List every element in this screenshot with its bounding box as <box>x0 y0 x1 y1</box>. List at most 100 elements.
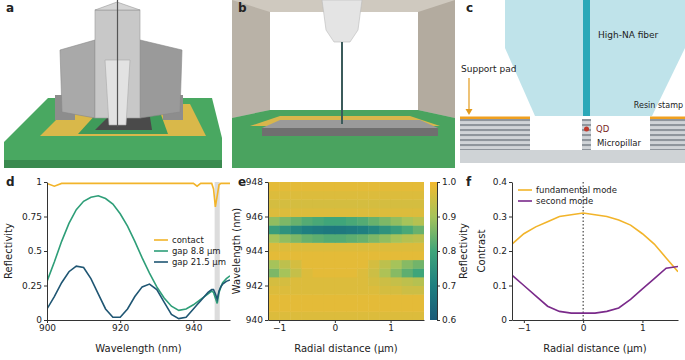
y-axis: 00.10.20.30.4 <box>493 177 513 325</box>
heatmap-cell <box>346 268 358 277</box>
plot-area <box>47 182 230 320</box>
axis-line <box>47 183 48 321</box>
y-axis: 00.250.50.751 <box>22 177 48 325</box>
heatmap-cell <box>346 251 358 260</box>
mirror-layer <box>460 149 530 150</box>
heatmap-cell <box>279 234 291 243</box>
heatmap-cell <box>413 217 424 226</box>
fiber-core <box>583 0 590 116</box>
heatmap-cell <box>368 234 380 243</box>
heatmap-cell <box>290 303 302 312</box>
heatmap-cell <box>301 303 313 312</box>
support-pad <box>650 117 685 120</box>
mirror-layer <box>650 147 685 150</box>
heatmap-cell <box>379 191 391 200</box>
tick-label: 0.3 <box>493 212 507 222</box>
tick-label: 0 <box>581 323 587 333</box>
tick: 0.9 <box>437 212 457 222</box>
heatmap-cell <box>335 225 347 234</box>
heatmap-cell <box>357 251 369 260</box>
heatmap-cell <box>368 225 380 234</box>
x-axis: −101 <box>269 320 425 333</box>
legend-label: second mode <box>536 196 593 206</box>
heatmap-cell <box>324 277 336 286</box>
y-axis-title: Reflectivity <box>3 223 14 279</box>
render-a <box>4 0 222 168</box>
heatmap-cell <box>346 199 358 208</box>
heatmap-cell <box>391 242 403 251</box>
tick-label: 948 <box>246 177 263 187</box>
x-axis-title: Radial distance (μm) <box>294 343 398 354</box>
heatmap-cell <box>413 234 424 243</box>
heatmap-cell <box>379 217 391 226</box>
heatmap-cell <box>335 260 347 269</box>
heatmap-cell <box>301 268 313 277</box>
axis-line <box>268 183 269 321</box>
heatmap-cell <box>402 268 414 277</box>
series-line <box>512 267 678 314</box>
heatmap-cell <box>313 268 325 277</box>
heatmap-cell <box>313 234 325 243</box>
heatmap-cell <box>402 225 414 234</box>
mirror-layer <box>460 127 530 130</box>
heatmap-cell <box>268 191 280 200</box>
figure-svg: High-NA fiberSupport padResin stampQDMic… <box>0 0 685 360</box>
support-pad-label: Support pad <box>461 64 516 74</box>
resin-stamp-label: Resin stamp <box>634 101 683 110</box>
heatmap-cell <box>279 208 291 217</box>
heatmap-cell <box>368 191 380 200</box>
tick: 0 <box>36 315 47 325</box>
heatmap-cell <box>268 277 280 286</box>
heatmap-cell <box>301 208 313 217</box>
tick-label: 0.4 <box>493 177 508 187</box>
heatmap-cell <box>313 217 325 226</box>
tick-label: 0.1 <box>493 281 507 291</box>
mirror-layer <box>650 124 685 127</box>
heatmap-cell <box>290 242 302 251</box>
mirror-layer <box>582 122 591 125</box>
heatmap-cell <box>301 277 313 286</box>
legend-swatch <box>154 250 168 252</box>
heatmap-cell <box>313 260 325 269</box>
panel-letter: e <box>238 175 246 189</box>
tick-label: 0 <box>36 315 42 325</box>
heatmap-cell <box>402 182 414 191</box>
legend-label: gap 21.5 μm <box>172 257 226 267</box>
mirror-layer <box>650 129 685 132</box>
heatmap-cell <box>368 268 380 277</box>
legend-swatch <box>518 200 532 202</box>
mirror-layer <box>650 149 685 150</box>
heatmap-cell <box>379 251 391 260</box>
heatmap-cell <box>313 251 325 260</box>
heatmap-cell <box>313 208 325 217</box>
heatmap-cell <box>279 225 291 234</box>
tick-mark <box>44 217 47 218</box>
heatmap-cell <box>301 251 313 260</box>
heatmap-cell <box>335 286 347 295</box>
tick: 0.5 <box>28 246 47 256</box>
heatmap-cell <box>301 242 313 251</box>
x-axis-title: Wavelength (nm) <box>95 343 181 354</box>
heatmap-cell <box>290 286 302 295</box>
heatmap-cell <box>279 217 291 226</box>
tick-label: 0.2 <box>493 246 507 256</box>
heatmap-cell <box>335 182 347 191</box>
heatmap-cell <box>290 199 302 208</box>
tick: 0.7 <box>437 281 456 291</box>
heatmap-cell <box>268 234 280 243</box>
heatmap-cell <box>368 217 380 226</box>
heatmap-cell <box>391 251 403 260</box>
heatmap-cell <box>268 303 280 312</box>
heatmap-cell <box>357 191 369 200</box>
tick-mark <box>265 320 268 321</box>
heatmap-cell <box>313 303 325 312</box>
heatmap-cell <box>391 191 403 200</box>
heatmap-cell <box>268 225 280 234</box>
heatmap-cell <box>346 217 358 226</box>
heatmap-cell <box>391 286 403 295</box>
heatmap-cell <box>357 208 369 217</box>
tick-label: 0.9 <box>442 212 457 222</box>
heatmap-cell <box>379 268 391 277</box>
mirror-layer <box>460 132 530 135</box>
heatmap-cell <box>301 286 313 295</box>
